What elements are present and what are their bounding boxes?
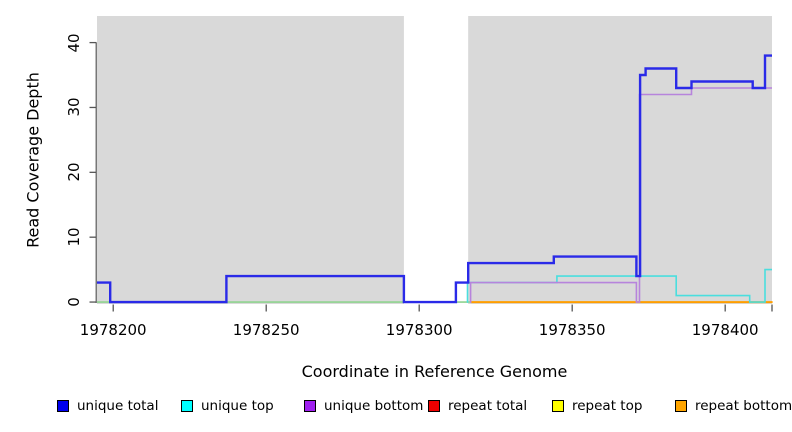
series-line-unique-total	[97, 54, 772, 304]
coverage-step-lines	[97, 54, 773, 304]
x-tick-label: 1978200	[79, 321, 147, 339]
legend-swatch-unique-top	[181, 400, 193, 412]
legend-label: unique total	[77, 398, 159, 414]
y-axis-ticks	[89, 41, 97, 303]
legend-label: unique top	[201, 398, 274, 414]
legend-item-repeat-total: repeat total	[428, 399, 527, 413]
legend-item-repeat-top: repeat top	[552, 399, 642, 413]
legend-swatch-repeat-top	[552, 400, 564, 412]
y-tick-label: 20	[65, 162, 83, 182]
legend-item-repeat-bottom: repeat bottom	[675, 399, 792, 413]
y-axis-title: Read Coverage Depth	[23, 72, 43, 248]
plot-panel-svg	[89, 16, 773, 312]
legend-item-unique-top: unique top	[181, 399, 274, 413]
y-tick-label: 0	[65, 297, 83, 307]
x-tick-label: 1978400	[691, 321, 759, 339]
legend-label: repeat top	[572, 398, 643, 414]
legend-label: unique bottom	[324, 398, 424, 414]
legend-swatch-repeat-bottom	[675, 400, 687, 412]
y-tick-label: 10	[65, 227, 83, 247]
legend-label: repeat bottom	[695, 398, 792, 414]
series-line-unique-top	[466, 268, 772, 303]
x-tick-label: 1978300	[385, 321, 453, 339]
legend-label: repeat total	[448, 398, 528, 414]
legend-item-unique-total: unique total	[57, 399, 158, 413]
legend-swatch-repeat-total	[428, 400, 440, 412]
x-axis-title: Coordinate in Reference Genome	[301, 362, 568, 381]
y-tick-label: 40	[65, 33, 83, 53]
no-data-gap-region	[403, 16, 469, 304]
legend-swatch-unique-bottom	[304, 400, 316, 412]
x-tick-label: 1978350	[538, 321, 606, 339]
legend-swatch-unique-total	[57, 400, 69, 412]
x-axis-ticks	[112, 304, 773, 312]
x-tick-label: 1978250	[232, 321, 300, 339]
series-line-unique-bottom	[469, 87, 772, 303]
y-tick-label: 30	[65, 97, 83, 117]
legend-item-unique-bottom: unique bottom	[304, 399, 423, 413]
